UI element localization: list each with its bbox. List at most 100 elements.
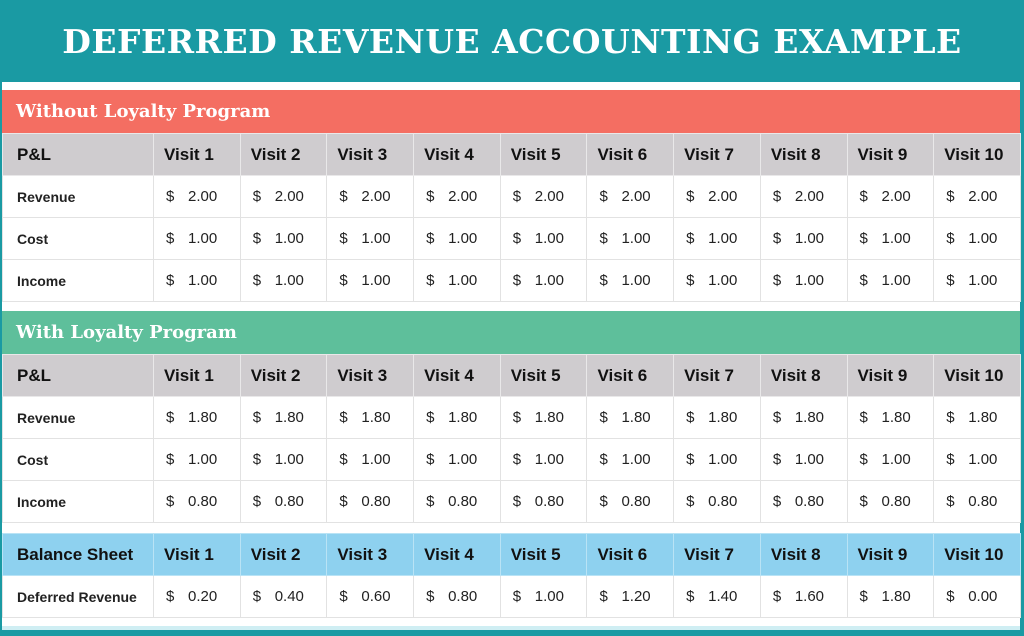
visit-header-cell: Visit 9 (846, 133, 935, 176)
amount: 1.00 (534, 272, 564, 289)
table-row: Revenue $2.00 $2.00 $2.00 $2.00 $2.00 $2.00 $2.… (2, 175, 1021, 218)
row-label: Cost (2, 438, 154, 481)
visit-header-cell: Visit 2 (239, 533, 328, 576)
currency-symbol: $ (946, 451, 955, 468)
sheet: Without Loyalty Program P&L Visit 1 Visit … (2, 82, 1021, 626)
value-cell: $1.00 (499, 438, 588, 481)
amount: 1.00 (968, 272, 998, 289)
header-row: P&L Visit 1 Visit 2 Visit 3 Visit 4 Visit 5 Vi… (2, 354, 1021, 397)
value-cell: $1.00 (326, 438, 415, 481)
value-cell: $1.80 (673, 396, 761, 439)
value-cell: $1.20 (586, 575, 675, 618)
amount: 1.00 (968, 230, 998, 247)
currency-symbol: $ (946, 588, 955, 605)
amount: 1.80 (881, 409, 911, 426)
currency-symbol: $ (339, 188, 348, 205)
amount: 1.00 (881, 230, 911, 247)
currency-symbol: $ (859, 409, 868, 426)
amount: 1.80 (534, 409, 564, 426)
currency-symbol: $ (166, 493, 175, 510)
value-cell: $1.80 (326, 396, 415, 439)
amount: 2.00 (881, 188, 911, 205)
amount: 2.00 (534, 188, 564, 205)
value-cell: $1.00 (413, 438, 501, 481)
currency-symbol: $ (946, 230, 955, 247)
value-cell: $1.00 (673, 217, 761, 260)
currency-symbol: $ (946, 409, 955, 426)
value-cell: $2.00 (413, 175, 501, 218)
value-cell: $1.00 (413, 259, 501, 302)
amount: 1.80 (361, 409, 391, 426)
visit-header-cell: Visit 6 (586, 533, 675, 576)
visit-header-cell: Visit 10 (933, 354, 1021, 397)
value-cell: $1.80 (153, 396, 241, 439)
currency-symbol: $ (686, 230, 695, 247)
amount: 2.00 (448, 188, 478, 205)
value-cell: $1.80 (413, 396, 501, 439)
amount: 1.00 (448, 451, 478, 468)
visit-header-cell: Visit 4 (413, 533, 501, 576)
visit-header-cell: Visit 7 (673, 354, 761, 397)
amount: 0.80 (361, 493, 391, 510)
currency-symbol: $ (686, 451, 695, 468)
value-cell: $1.00 (759, 259, 848, 302)
amount: 1.00 (534, 230, 564, 247)
value-cell: $1.80 (846, 396, 935, 439)
amount: 1.00 (794, 451, 825, 468)
amount: 1.60 (794, 588, 825, 605)
without-loyalty-table: P&L Visit 1 Visit 2 Visit 3 Visit 4 Visit 5 Vi… (2, 133, 1021, 302)
currency-symbol: $ (426, 409, 435, 426)
value-cell: $0.00 (933, 575, 1021, 618)
value-cell: $0.80 (586, 480, 675, 523)
value-cell: $1.80 (586, 396, 675, 439)
row-header-cell: Balance Sheet (2, 533, 154, 576)
row-label: Income (2, 480, 154, 523)
currency-symbol: $ (339, 272, 348, 289)
value-cell: $1.00 (326, 217, 415, 260)
visit-header-cell: Visit 4 (413, 354, 501, 397)
currency-symbol: $ (252, 230, 262, 247)
currency-symbol: $ (166, 272, 175, 289)
amount: 1.80 (188, 409, 218, 426)
value-cell: $0.40 (239, 575, 328, 618)
value-cell: $1.00 (586, 217, 675, 260)
bottom-strip (0, 626, 1024, 636)
value-cell: $1.00 (933, 438, 1021, 481)
value-cell: $1.00 (759, 438, 848, 481)
amount: 0.80 (188, 493, 218, 510)
currency-symbol: $ (426, 588, 435, 605)
visit-header-cell: Visit 3 (326, 533, 415, 576)
amount: 0.80 (708, 493, 738, 510)
amount: 1.80 (708, 409, 738, 426)
amount: 1.00 (968, 451, 998, 468)
currency-symbol: $ (859, 493, 868, 510)
currency-symbol: $ (426, 451, 435, 468)
value-cell: $1.80 (759, 396, 848, 439)
amount: 1.00 (708, 230, 738, 247)
currency-symbol: $ (599, 188, 608, 205)
currency-symbol: $ (946, 188, 955, 205)
amount: 1.80 (968, 409, 998, 426)
value-cell: $1.00 (239, 259, 328, 302)
currency-symbol: $ (252, 272, 262, 289)
value-cell: $2.00 (499, 175, 588, 218)
visit-header-cell: Visit 9 (846, 354, 935, 397)
table-row: Deferred Revenue $0.20 $0.40 $0.60 $0.80 $1.0… (2, 575, 1021, 618)
amount: 0.20 (188, 588, 218, 605)
value-cell: $2.00 (153, 175, 241, 218)
currency-symbol: $ (859, 230, 868, 247)
amount: 1.80 (448, 409, 478, 426)
amount: 2.00 (621, 188, 651, 205)
amount: 1.20 (621, 588, 651, 605)
currency-symbol: $ (859, 272, 868, 289)
amount: 1.00 (361, 272, 391, 289)
amount: 1.00 (621, 230, 651, 247)
currency-symbol: $ (166, 409, 175, 426)
value-cell: $1.00 (933, 259, 1021, 302)
value-cell: $1.00 (499, 575, 588, 618)
amount: 1.80 (881, 588, 911, 605)
visit-header-cell: Visit 5 (499, 533, 588, 576)
value-cell: $1.60 (759, 575, 848, 618)
value-cell: $2.00 (586, 175, 675, 218)
currency-symbol: $ (252, 451, 262, 468)
